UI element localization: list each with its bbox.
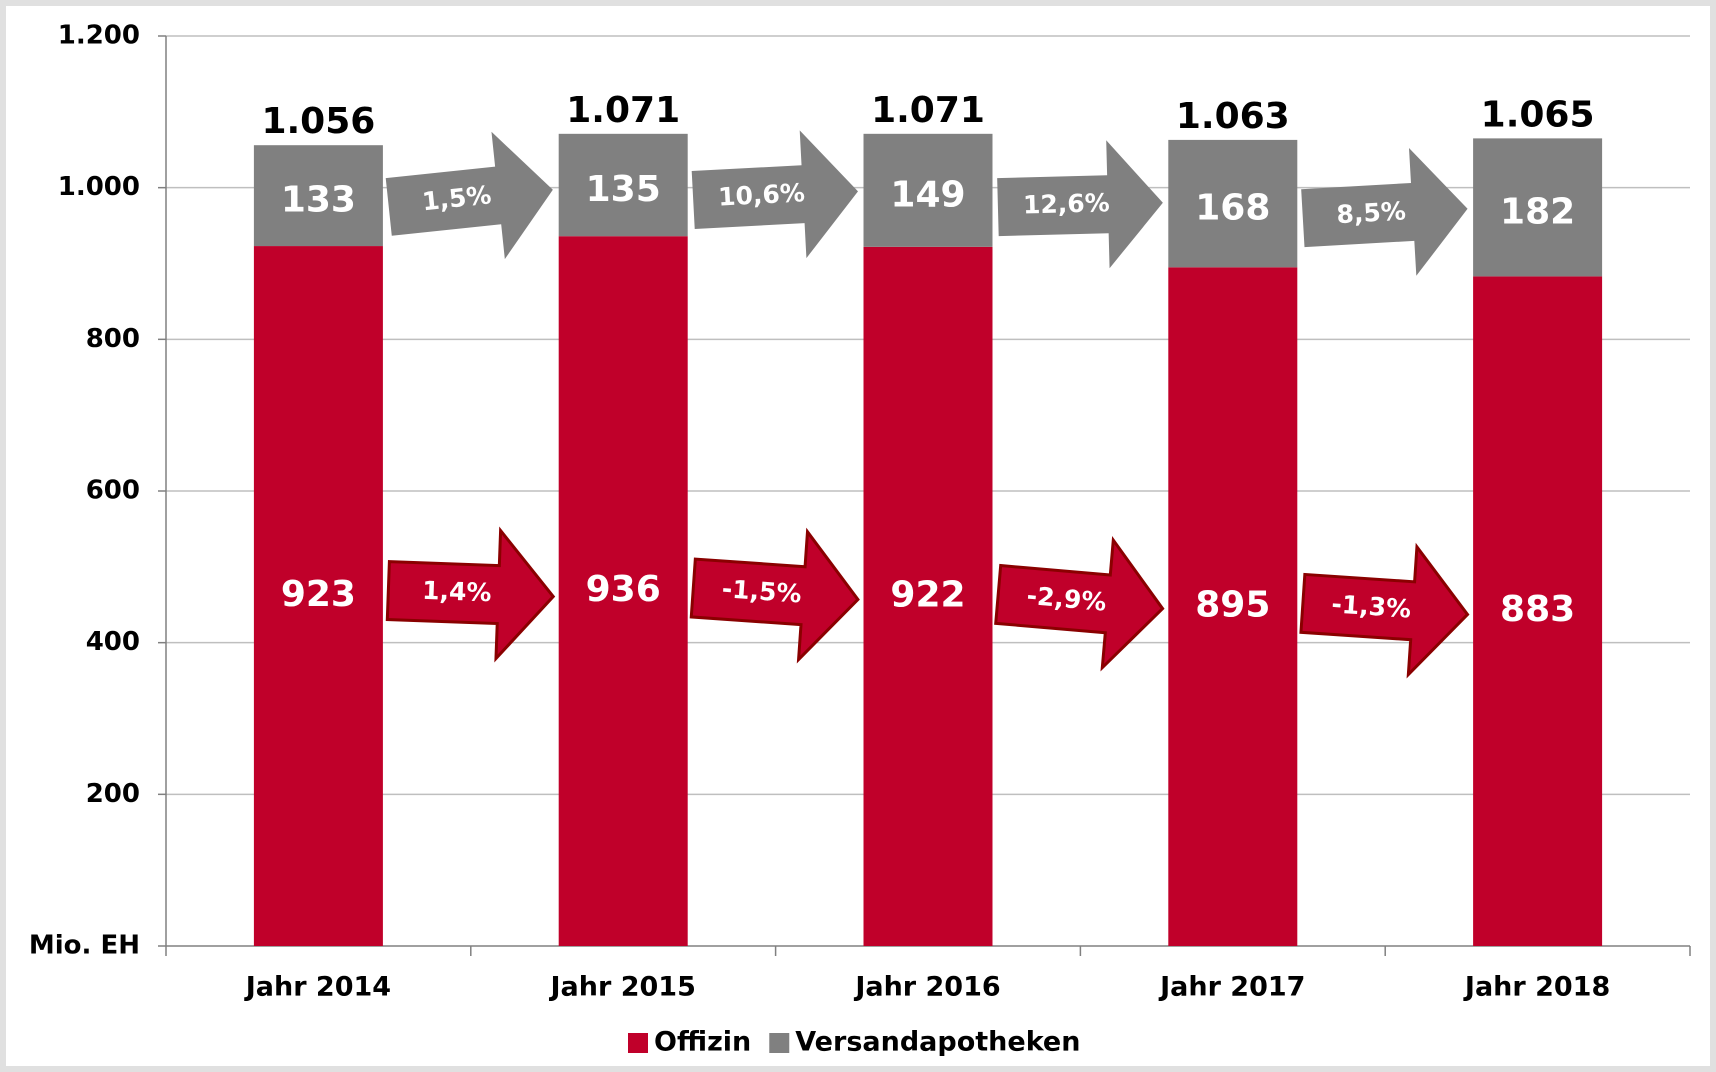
- arrow-shape: [1301, 148, 1468, 276]
- x-tick-label: Jahr 2017: [1158, 972, 1305, 1003]
- arrow-shape: [691, 130, 858, 259]
- bar-segment: [863, 246, 993, 947]
- bar-segment: [558, 133, 688, 237]
- bar-segment: [1473, 276, 1603, 946]
- value-label: 923: [281, 574, 356, 615]
- change-label: 8,5%: [1336, 196, 1407, 229]
- bar-segment: [1168, 139, 1298, 268]
- bar-segment: [1168, 267, 1298, 947]
- legend-swatch: [769, 1033, 790, 1053]
- x-tick-label: Jahr 2015: [549, 972, 696, 1003]
- arrow-shape: [385, 131, 553, 260]
- change-arrow: 10,6%: [691, 130, 858, 259]
- change-label: 12,6%: [1023, 188, 1110, 219]
- value-label: 149: [890, 174, 965, 215]
- value-label: 922: [890, 574, 965, 615]
- total-label: 1.056: [261, 101, 375, 142]
- arrow-shape: [994, 535, 1165, 672]
- change-label: -1,5%: [721, 574, 803, 608]
- y-tick-label: 600: [86, 476, 140, 506]
- legend-swatch: [628, 1033, 648, 1053]
- change-arrow: -1,3%: [1299, 542, 1470, 679]
- change-arrow: -1,5%: [689, 527, 860, 664]
- value-label: 168: [1195, 188, 1270, 229]
- y-tick-label: 1.200: [58, 21, 140, 51]
- x-tick-label: Jahr 2018: [1463, 972, 1610, 1003]
- x-tick-label: Jahr 2014: [244, 972, 391, 1003]
- change-arrow: 12,6%: [997, 140, 1163, 269]
- y-tick-label: 1.000: [58, 172, 140, 202]
- bar-segment: [558, 236, 688, 946]
- y-tick-label: Mio. EH: [29, 931, 140, 961]
- value-label: 135: [586, 169, 661, 210]
- bar-segment: [253, 145, 383, 247]
- y-tick-label: 400: [86, 627, 140, 657]
- total-label: 1.063: [1176, 96, 1290, 137]
- change-label: -2,9%: [1026, 581, 1108, 617]
- change-label: 1,5%: [421, 180, 493, 216]
- bar-segment: [863, 133, 993, 247]
- bar-segment: [253, 246, 383, 946]
- y-tick-label: 800: [86, 324, 140, 354]
- change-label: -1,3%: [1331, 589, 1412, 623]
- value-label: 133: [281, 180, 356, 221]
- change-label: 1,4%: [422, 576, 492, 607]
- x-tick-label: Jahr 2016: [853, 972, 1000, 1003]
- y-tick-label: 200: [86, 779, 140, 809]
- arrow-shape: [1299, 542, 1470, 679]
- legend-label: Offizin: [654, 1027, 751, 1058]
- total-label: 1.071: [566, 90, 680, 131]
- change-arrow: 1,5%: [385, 131, 553, 260]
- change-arrow: -2,9%: [994, 535, 1165, 672]
- change-label: 10,6%: [717, 178, 805, 212]
- value-label: 895: [1195, 585, 1270, 626]
- value-label: 182: [1500, 191, 1575, 232]
- value-label: 883: [1500, 589, 1575, 630]
- total-label: 1.071: [871, 90, 985, 131]
- change-arrow: 1,4%: [385, 526, 556, 663]
- arrow-shape: [385, 526, 556, 663]
- value-label: 936: [586, 569, 661, 610]
- arrow-shape: [689, 527, 860, 664]
- bar-segment: [1473, 138, 1603, 277]
- arrow-shape: [997, 140, 1163, 269]
- change-arrow: 8,5%: [1301, 148, 1468, 276]
- legend-label: Versandapotheken: [795, 1027, 1080, 1058]
- total-label: 1.065: [1481, 94, 1595, 135]
